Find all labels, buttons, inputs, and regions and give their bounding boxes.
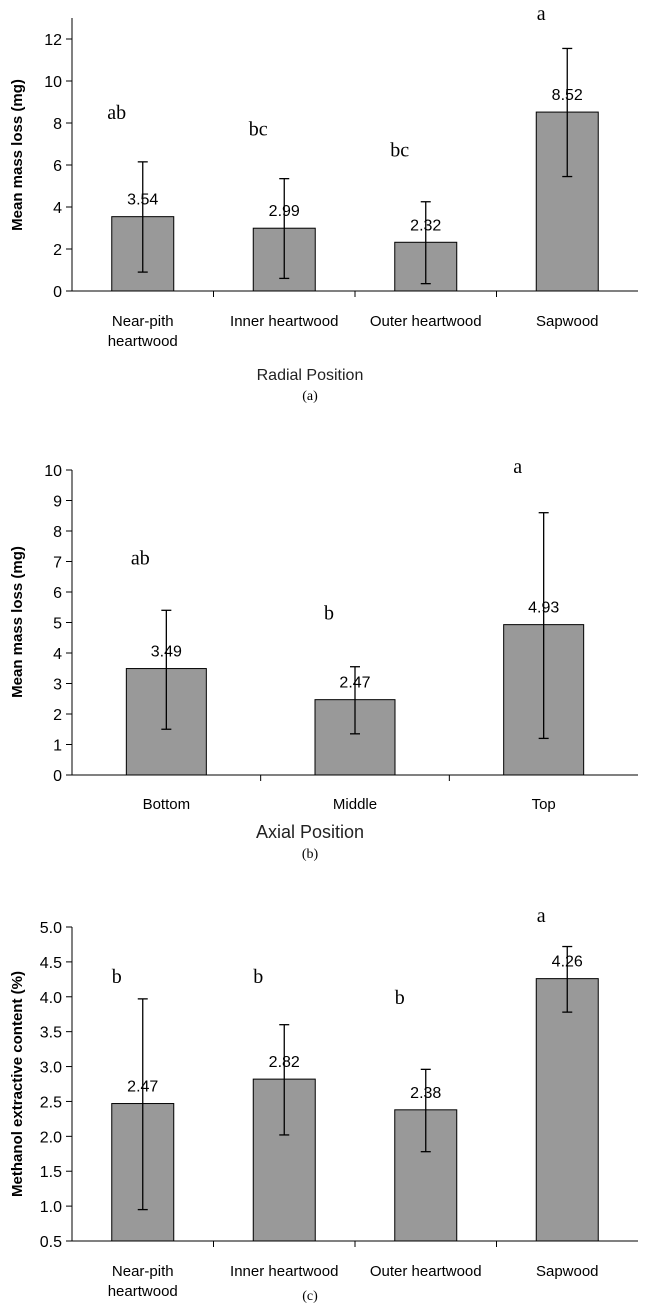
- chart2-y-tick-label: 6: [53, 585, 62, 602]
- chart1-y-tick-label: 8: [53, 116, 62, 133]
- chart3-y-axis-title: Methanol extractive content (%): [9, 971, 26, 1197]
- chart2-y-tick-label: 5: [53, 616, 62, 633]
- chart2-y-axis-title: Mean mass loss (mg): [9, 546, 26, 698]
- chart3-y-tick-label: 3.0: [40, 1060, 62, 1077]
- chart3-data-label: 4.26: [552, 954, 583, 971]
- chart3-significance-letter: b: [395, 987, 405, 1009]
- chart3-y-tick-label: 1.0: [40, 1199, 62, 1216]
- chart3-data-label: 2.82: [269, 1054, 300, 1071]
- chart1-x-tick-label: Outer heartwood: [370, 313, 482, 330]
- chart2-y-tick-label: 4: [53, 646, 62, 663]
- chart3-y-tick-label: 0.5: [40, 1234, 62, 1251]
- chart2-significance-letter: b: [324, 602, 334, 624]
- chart1-significance-letter: ab: [107, 102, 126, 124]
- chart3-y-tick-label: 4.5: [40, 955, 62, 972]
- chart3-significance-letter: b: [253, 966, 263, 988]
- chart2-y-tick-label: 2: [53, 707, 62, 724]
- chart3-x-tick-label: Outer heartwood: [370, 1263, 482, 1280]
- chart1-significance-letter: bc: [249, 119, 268, 141]
- chart2-data-label: 2.47: [339, 675, 370, 692]
- chart2-data-label: 3.49: [151, 644, 182, 661]
- chart3-x-tick-label: Inner heartwood: [230, 1263, 338, 1280]
- chart1-x-axis-title: Radial Position: [257, 367, 364, 384]
- chart1-y-axis-title: Mean mass loss (mg): [9, 79, 26, 231]
- chart2-x-axis-title: Axial Position: [256, 822, 364, 842]
- chart3-y-tick-label: 1.5: [40, 1164, 62, 1181]
- chart2-significance-letter: ab: [131, 548, 150, 570]
- chart1-y-tick-label: 12: [44, 32, 62, 49]
- chart3-x-tick-label: heartwood: [108, 1283, 178, 1300]
- chart3-bar: [535, 978, 599, 1242]
- chart3-x-tick-label: Sapwood: [536, 1263, 599, 1280]
- chart3-y-tick-label: 2.5: [40, 1094, 62, 1111]
- chart1-panel-label: (a): [302, 389, 318, 404]
- chart2-x-tick-label: Top: [532, 796, 556, 813]
- chart3-x-tick-label: Near-pith: [112, 1263, 174, 1280]
- chart1-x-tick-label: Sapwood: [536, 313, 599, 330]
- chart2-y-tick-label: 7: [53, 555, 62, 572]
- chart1-data-label: 2.99: [269, 203, 300, 220]
- chart2-significance-letter: a: [513, 456, 522, 478]
- chart2-y-tick-label: 10: [44, 463, 62, 480]
- chart1-x-tick-label: Near-pith: [112, 313, 174, 330]
- chart1-y-tick-label: 2: [53, 242, 62, 259]
- chart1-y-tick-label: 10: [44, 74, 62, 91]
- chart1-y-tick-label: 6: [53, 158, 62, 175]
- chart3-significance-letter: b: [112, 966, 122, 988]
- chart2-y-tick-label: 0: [53, 768, 62, 785]
- chart1-data-label: 2.32: [410, 217, 441, 234]
- chart2-data-label: 4.93: [528, 600, 559, 617]
- chart3-y-tick-label: 3.5: [40, 1025, 62, 1042]
- chart2-y-tick-label: 1: [53, 738, 62, 755]
- chart3-y-tick-label: 5.0: [40, 920, 62, 937]
- chart2-x-tick-label: Middle: [333, 796, 377, 813]
- chart1-significance-letter: bc: [390, 140, 409, 162]
- chart1-x-tick-label: heartwood: [108, 333, 178, 350]
- chart3-y-tick-label: 4.0: [40, 990, 62, 1007]
- chart2-y-tick-label: 8: [53, 524, 62, 541]
- chart1-y-tick-label: 4: [53, 200, 62, 217]
- chart1-data-label: 8.52: [552, 87, 583, 104]
- chart1-data-label: 3.54: [127, 192, 158, 209]
- chart3-significance-letter: a: [537, 905, 546, 927]
- chart2-panel-label: (b): [302, 847, 319, 862]
- chart2-y-tick-label: 3: [53, 677, 62, 694]
- chart3-y-tick-label: 2.0: [40, 1129, 62, 1146]
- chart2-x-tick-label: Bottom: [143, 796, 191, 813]
- chart2-y-tick-label: 9: [53, 494, 62, 511]
- chart3-data-label: 2.38: [410, 1085, 441, 1102]
- chart1-significance-letter: a: [537, 3, 546, 25]
- chart1-y-tick-label: 0: [53, 284, 62, 301]
- chart1-x-tick-label: Inner heartwood: [230, 313, 338, 330]
- chart3-panel-label: (c): [302, 1289, 318, 1304]
- chart3-data-label: 2.47: [127, 1079, 158, 1096]
